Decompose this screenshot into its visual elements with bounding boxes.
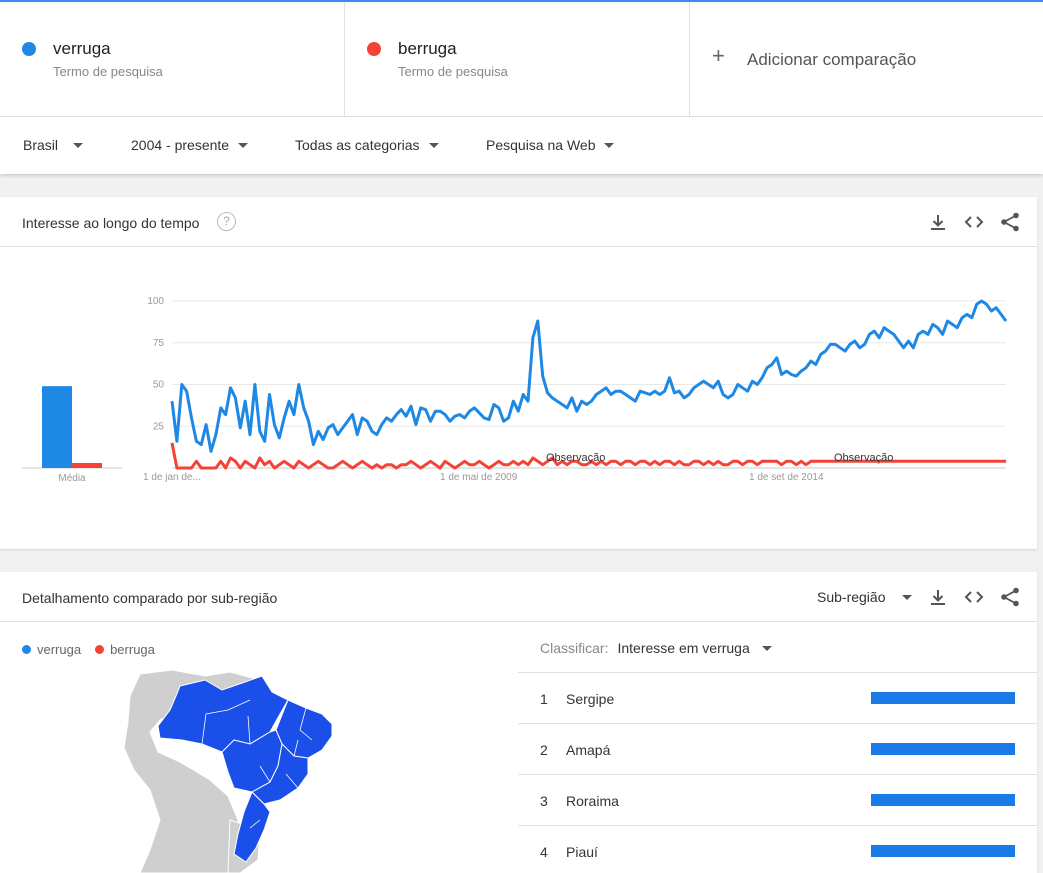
term-type: Termo de pesquisa [398, 64, 508, 79]
x-tick-label: 1 de mai de 2009 [440, 472, 518, 483]
brazil-region-south[interactable] [233, 791, 271, 863]
term-type: Termo de pesquisa [53, 64, 163, 79]
share-icon[interactable] [999, 211, 1021, 233]
search-type-filter-label: Pesquisa na Web [486, 137, 596, 153]
list-item[interactable]: 3 Roraima [518, 774, 1037, 825]
download-icon[interactable] [927, 211, 949, 233]
region-value-bar [871, 845, 1015, 857]
search-terms-bar: verruga Termo de pesquisa berruga Termo … [0, 2, 1043, 117]
average-label: Média [58, 473, 86, 484]
legend-label: verruga [37, 642, 82, 657]
chevron-down-icon [761, 645, 772, 651]
chevron-down-icon [604, 142, 615, 148]
brazil-region-southeast[interactable] [251, 742, 309, 805]
chevron-down-icon [428, 142, 439, 148]
chevron-down-icon [238, 142, 249, 148]
region-value-bar [871, 692, 1015, 704]
interest-over-time-card: Interesse ao longo do tempo ? 100 75 50 25 1… [0, 197, 1037, 549]
x-tick-label: 1 de jan de... [143, 472, 201, 483]
y-tick-label: 75 [153, 338, 165, 349]
period-filter[interactable]: 2004 - presente [131, 137, 249, 153]
sort-label: Classificar: [540, 640, 609, 656]
help-icon[interactable]: ? [217, 212, 236, 231]
term-name: verruga [53, 39, 111, 58]
chevron-down-icon [73, 142, 84, 148]
region-name: Amapá [566, 742, 611, 758]
card-title: Detalhamento comparado por sub-região [22, 590, 278, 606]
add-comparison-button[interactable]: + Adicionar comparação [690, 2, 1043, 116]
interest-chart: 100 75 50 25 1 de jan de... 1 de mai de 2009 1… [22, 296, 1008, 484]
region-rank-list: 1 Sergipe 2 Amapá 3 Roraima 4 Piauí [518, 672, 1037, 873]
region-name: Roraima [566, 793, 619, 809]
region-filter-label: Brasil [23, 137, 59, 153]
annotation-label: Observação [546, 452, 605, 464]
search-type-filter[interactable]: Pesquisa na Web [486, 137, 615, 153]
period-filter-label: 2004 - presente [131, 137, 230, 153]
card-header: Interesse ao longo do tempo ? [0, 197, 1037, 247]
legend-item-berruga: berruga [95, 642, 155, 657]
average-bar-verruga [42, 386, 72, 468]
add-comparison-label: Adicionar comparação [747, 50, 917, 69]
legend-dot [22, 645, 31, 654]
embed-icon[interactable] [963, 586, 985, 608]
brazil-map[interactable] [110, 670, 350, 873]
category-filter-label: Todas as categorias [295, 137, 420, 153]
region-filter[interactable]: Brasil [23, 137, 84, 153]
sort-control[interactable]: Classificar: Interesse em verruga [540, 640, 772, 656]
legend-dot [95, 645, 105, 654]
top-accent-line [0, 0, 1043, 2]
category-filter[interactable]: Todas as categorias [295, 137, 439, 153]
y-tick-label: 25 [153, 421, 165, 432]
resolution-label: Sub-região [817, 589, 886, 605]
term-berruga[interactable]: berruga Termo de pesquisa [345, 2, 690, 116]
embed-icon[interactable] [963, 211, 985, 233]
subregion-card: Detalhamento comparado por sub-região Su… [0, 572, 1037, 873]
rank-number: 1 [540, 691, 548, 707]
average-bar-berruga [72, 462, 102, 468]
resolution-dropdown[interactable]: Sub-região [817, 589, 912, 605]
share-icon[interactable] [999, 586, 1021, 608]
legend-item-verruga: verruga [22, 642, 81, 657]
list-item[interactable]: 4 Piauí [518, 825, 1037, 873]
brazil-state-borders [201, 699, 313, 829]
region-value-bar [871, 794, 1015, 806]
card-title: Interesse ao longo do tempo [22, 215, 200, 231]
annotation-label: Observação [834, 452, 893, 464]
term-color-dot [22, 42, 36, 56]
list-item[interactable]: 2 Amapá [518, 723, 1037, 774]
legend-label: berruga [110, 642, 155, 657]
region-name: Piauí [566, 844, 598, 860]
rank-number: 2 [540, 742, 548, 758]
rank-number: 3 [540, 793, 548, 809]
series-line-berruga [170, 442, 1006, 470]
region-name: Sergipe [566, 691, 615, 707]
series-line-verruga [170, 299, 1008, 453]
rank-number: 4 [540, 844, 548, 860]
list-item[interactable]: 1 Sergipe [518, 672, 1037, 723]
y-tick-label: 100 [147, 296, 164, 307]
download-icon[interactable] [927, 586, 949, 608]
x-tick-label: 1 de set de 2014 [749, 472, 824, 483]
term-verruga[interactable]: verruga Termo de pesquisa [0, 2, 345, 116]
map-legend: verruga berruga [22, 642, 169, 657]
term-name: berruga [398, 39, 457, 58]
chevron-down-icon [901, 594, 912, 600]
card-header: Detalhamento comparado por sub-região Su… [0, 572, 1037, 622]
y-tick-label: 50 [153, 380, 165, 391]
plus-icon: + [712, 43, 725, 68]
sort-value: Interesse em verruga [617, 640, 750, 656]
region-value-bar [871, 743, 1015, 755]
filters-bar: Brasil 2004 - presente Todas as categori… [0, 117, 1043, 174]
term-color-dot [367, 42, 381, 56]
